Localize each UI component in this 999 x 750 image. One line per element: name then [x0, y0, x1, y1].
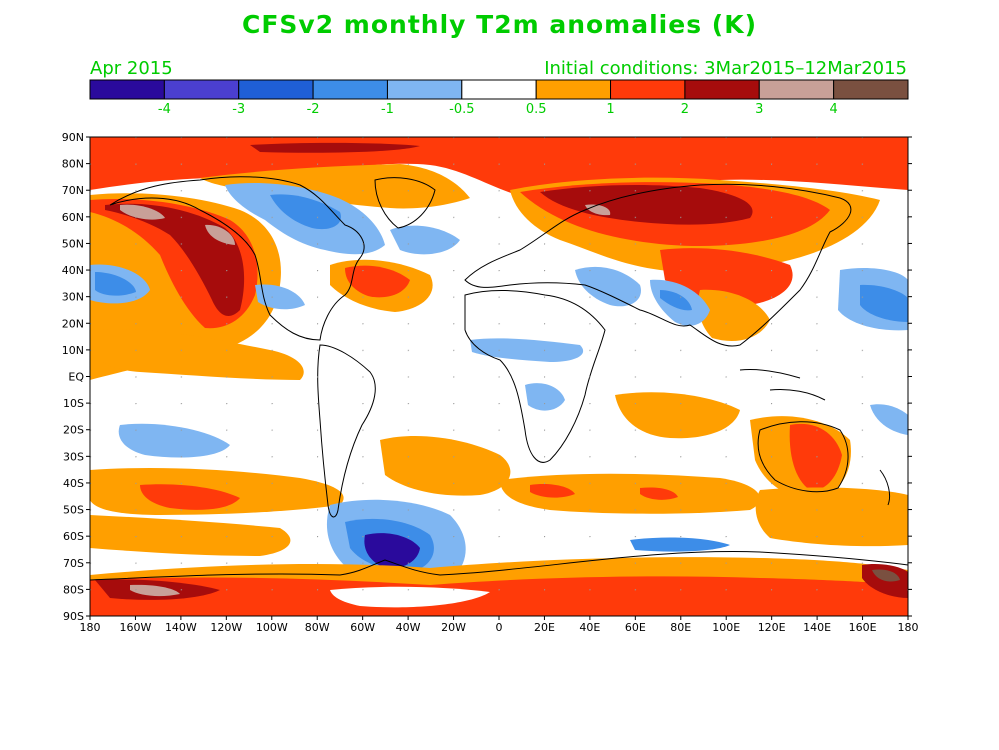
colorbar: -4 -3 -2 -1 -0.5 0.5 1 2 3 4 — [89, 79, 909, 117]
colorbar-swatch — [833, 79, 909, 100]
longitude-axis: 180 160W 140W 120W 100W 80W 60W 40W 20W 0 20E 40E 60… — [80, 616, 919, 634]
lon-label: 180 — [898, 621, 919, 634]
lon-label: 40E — [579, 621, 600, 634]
colorbar-label: -0.5 — [449, 102, 474, 117]
lat-label: 60N — [62, 211, 84, 224]
latitude-axis: 90N 80N 70N 60N 50N 40N 30N 20N 10N EQ 10S 20S 30S 40… — [62, 131, 912, 623]
colorbar-label: 4 — [829, 102, 837, 117]
lat-label: 20S — [63, 424, 84, 437]
colorbar-swatch — [386, 79, 463, 100]
lat-label: 10N — [62, 344, 84, 357]
colorbar-label: 2 — [681, 102, 689, 117]
lon-label: 20E — [534, 621, 555, 634]
lon-label: 140E — [803, 621, 831, 634]
lon-label: 180 — [80, 621, 101, 634]
colorbar-swatch — [684, 79, 760, 100]
colorbar-label: 0.5 — [526, 102, 547, 117]
lon-label: 0 — [496, 621, 503, 634]
colorbar-swatch — [610, 79, 686, 100]
valid-month-label: Apr 2015 — [90, 58, 173, 79]
colorbar-swatch — [758, 79, 835, 100]
colorbar-label: -2 — [307, 102, 320, 117]
lat-label: 40S — [63, 477, 84, 490]
lat-label: 10S — [63, 397, 84, 410]
lat-label: 60S — [63, 530, 84, 543]
lat-label: EQ — [68, 371, 84, 384]
lon-label: 120E — [758, 621, 786, 634]
lat-label: 90S — [63, 610, 84, 623]
lat-label: 80N — [62, 158, 84, 171]
lon-label: 20W — [441, 621, 466, 634]
colorbar-swatch — [89, 79, 165, 100]
lat-label: 30N — [62, 291, 84, 304]
colorbar-swatch — [238, 79, 314, 100]
colorbar-label: -1 — [381, 102, 394, 117]
page-title: CFSv2 monthly T2m anomalies (K) — [241, 10, 758, 39]
lat-label: 70N — [62, 184, 84, 197]
lon-label: 100W — [256, 621, 288, 634]
anomaly-field — [90, 137, 908, 616]
lon-label: 80E — [670, 621, 691, 634]
colorbar-label: 1 — [606, 102, 614, 117]
initial-conditions-label: Initial conditions: 3Mar2015–12Mar2015 — [544, 58, 907, 79]
lon-label: 40W — [396, 621, 421, 634]
lon-label: 60W — [350, 621, 375, 634]
lon-label: 160E — [849, 621, 877, 634]
lat-label: 20N — [62, 317, 84, 330]
lat-label: 50S — [63, 504, 84, 517]
colorbar-swatch — [535, 79, 612, 100]
colorbar-label: -4 — [158, 102, 171, 117]
lon-label: 100E — [712, 621, 740, 634]
lat-label: 80S — [63, 583, 84, 596]
lat-label: 40N — [62, 264, 84, 277]
colorbar-swatch — [461, 79, 537, 100]
lon-label: 80W — [305, 621, 330, 634]
lat-label: 90N — [62, 131, 84, 144]
lat-label: 30S — [63, 450, 84, 463]
lon-label: 120W — [210, 621, 242, 634]
colorbar-swatch — [312, 79, 388, 100]
lat-label: 50N — [62, 237, 84, 250]
lat-label: 70S — [63, 557, 84, 570]
lon-label: 140W — [165, 621, 197, 634]
lon-label: 160W — [120, 621, 152, 634]
colorbar-label: 3 — [755, 102, 763, 117]
lon-label: 60E — [625, 621, 646, 634]
colorbar-swatch — [163, 79, 240, 100]
colorbar-label: -3 — [232, 102, 245, 117]
